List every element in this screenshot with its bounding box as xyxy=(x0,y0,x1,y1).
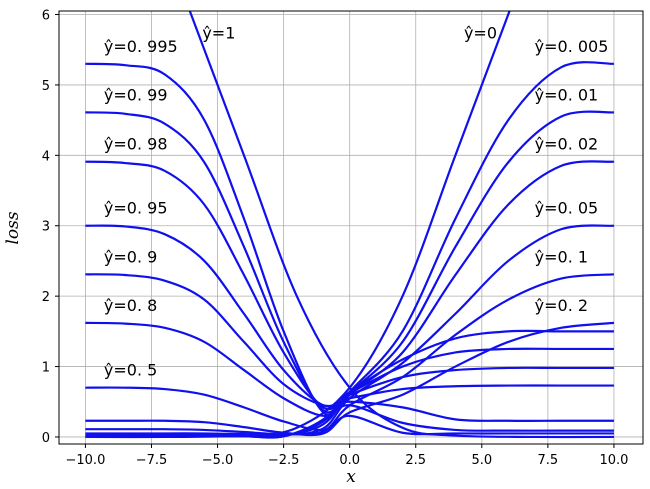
x-tick-label: −5.0 xyxy=(202,453,234,468)
x-tick-label: 7.5 xyxy=(538,453,559,468)
y-tick-label: 6 xyxy=(42,9,50,24)
series-annotations: ŷ=0. 995 ŷ=0. 99 ŷ=0. 98 ŷ=0. 95 ŷ=0. 9 ŷ=0. … xyxy=(104,23,608,379)
x-tick-label: 2.5 xyxy=(405,453,426,468)
plot-frame xyxy=(58,10,644,445)
y-tick-label: 0 xyxy=(42,431,50,446)
series-annotation: ŷ=0. 02 xyxy=(535,135,599,154)
axis-ticks: −10.0 −7.5 −5.0 −2.5 0.0 2.5 5.0 7.5 10.0 0 1 2 3 4 5 6 xyxy=(42,9,629,468)
x-axis-label: x xyxy=(346,467,356,487)
series-line xyxy=(85,321,615,437)
x-tick-label: −2.5 xyxy=(268,453,300,468)
series-annotation: ŷ=0. 1 xyxy=(535,247,588,266)
series-annotation: ŷ=0 xyxy=(464,23,497,42)
series-annotation: ŷ=1 xyxy=(202,23,235,42)
series-annotation: ŷ=0. 2 xyxy=(535,296,588,315)
series-annotation: ŷ=0. 9 xyxy=(104,247,157,266)
series-annotation: ŷ=0. 01 xyxy=(535,85,599,104)
series-curves xyxy=(85,11,615,439)
x-tick-label: −10.0 xyxy=(66,453,106,468)
y-tick-label: 2 xyxy=(42,290,50,305)
x-tick-label: −7.5 xyxy=(136,453,168,468)
y-tick-label: 5 xyxy=(42,79,50,94)
series-annotation: ŷ=0. 005 xyxy=(535,37,609,56)
series-line xyxy=(85,11,511,439)
series-annotation: ŷ=0. 5 xyxy=(104,361,157,380)
series-line xyxy=(85,273,614,422)
y-tick-label: 4 xyxy=(42,149,50,164)
grid xyxy=(59,11,643,444)
x-tick-label: 5.0 xyxy=(471,453,492,468)
y-axis-label: loss xyxy=(3,211,23,244)
x-tick-label: 0.0 xyxy=(339,453,360,468)
series-line xyxy=(85,273,615,436)
series-line xyxy=(188,11,614,439)
series-annotation: ŷ=0. 99 xyxy=(104,85,168,104)
series-line xyxy=(85,386,614,436)
series-line xyxy=(85,224,615,437)
series-annotation: ŷ=0. 95 xyxy=(104,199,168,218)
y-tick-label: 3 xyxy=(42,220,50,235)
series-annotation: ŷ=0. 8 xyxy=(104,296,157,315)
series-line xyxy=(85,321,614,432)
x-tick-label: 10.0 xyxy=(599,453,628,468)
series-annotation: ŷ=0. 05 xyxy=(535,199,599,218)
y-tick-label: 1 xyxy=(42,361,50,376)
series-annotation: ŷ=0. 995 xyxy=(104,37,178,56)
series-annotation: ŷ=0. 98 xyxy=(104,135,168,154)
